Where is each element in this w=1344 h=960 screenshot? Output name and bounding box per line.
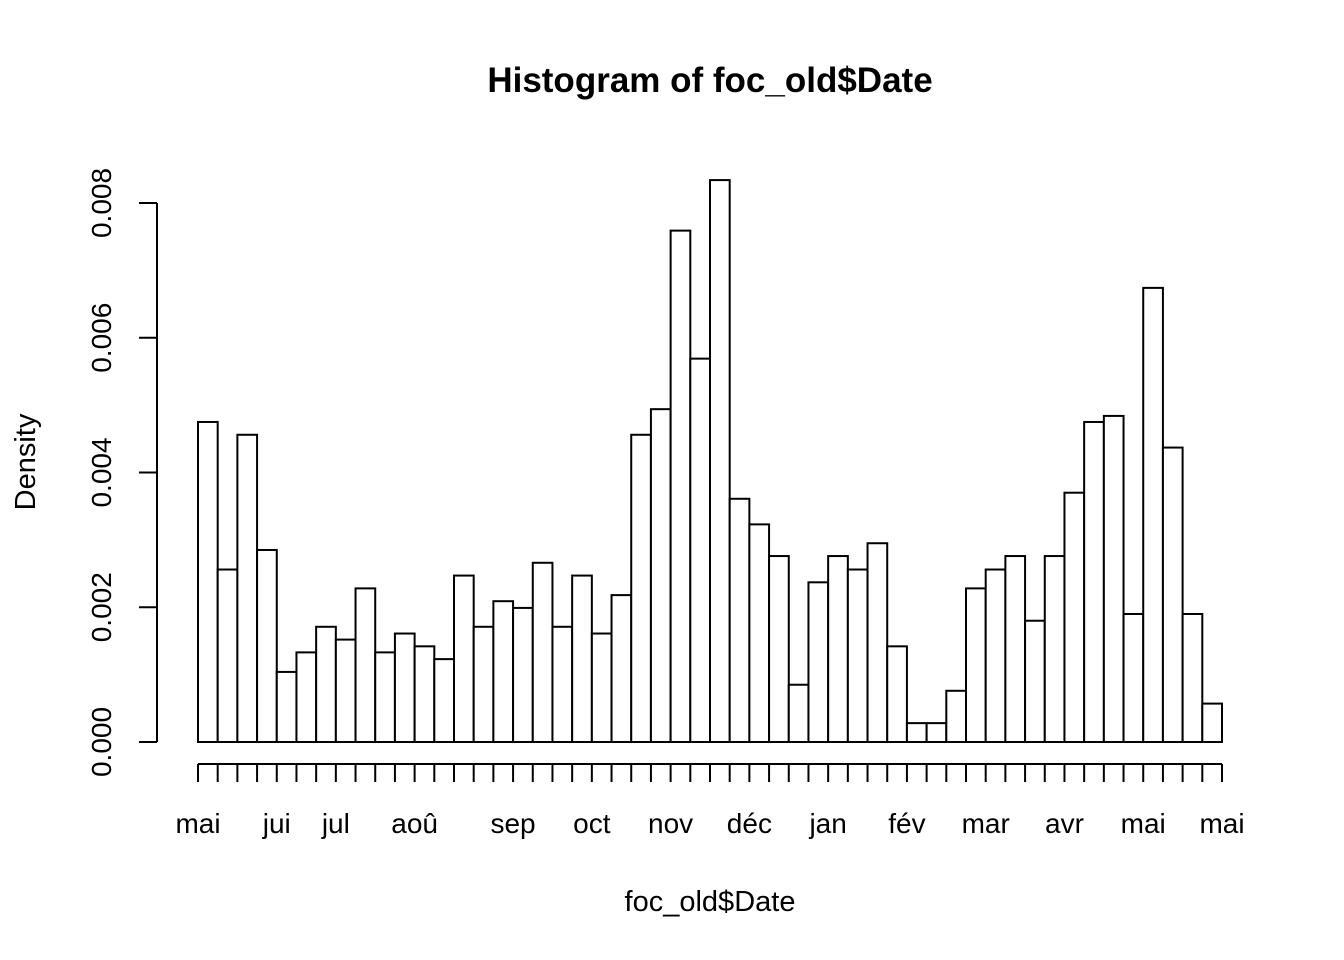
- y-axis-label: Density: [10, 413, 42, 510]
- x-tick-label: mar: [962, 808, 1010, 839]
- histogram-bar-46: [1083, 420, 1105, 743]
- x-tick-label: mai: [1121, 808, 1166, 839]
- histogram-bar-51: [1181, 612, 1204, 743]
- histogram-bar-41: [984, 568, 1007, 744]
- histogram-bar-7: [315, 625, 337, 743]
- histogram-bar-39: [945, 689, 967, 743]
- chart-title: Histogram of foc_old$Date: [487, 61, 932, 100]
- histogram-bar-18: [531, 561, 554, 744]
- y-tick-label: 0.004: [86, 437, 117, 507]
- histogram-bar-10: [374, 651, 396, 744]
- histogram-bar-3: [236, 433, 259, 743]
- histogram-bar-9: [354, 587, 377, 743]
- histogram-bar-29: [748, 523, 771, 743]
- histogram-bar-5: [275, 670, 298, 743]
- y-tick-label: 0.008: [86, 168, 117, 238]
- histogram-bar-38: [925, 722, 948, 744]
- x-tick-label: nov: [648, 808, 693, 839]
- histogram-bar-27: [709, 179, 731, 743]
- histogram-bar-43: [1024, 619, 1046, 743]
- histogram-bar-44: [1043, 555, 1066, 743]
- x-tick-label: oct: [573, 808, 611, 839]
- y-tick-label: 0.006: [86, 303, 117, 373]
- histogram-bar-49: [1142, 286, 1164, 743]
- histogram-bar-6: [295, 651, 318, 744]
- x-tick-label: jan: [808, 808, 846, 839]
- histogram-bar-47: [1102, 414, 1125, 743]
- x-tick-label: jui: [262, 808, 291, 839]
- x-axis-label: foc_old$Date: [625, 886, 796, 918]
- y-axis: 0.000 0.002 0.004 0.006 0.008: [86, 168, 158, 777]
- x-tick-label: mai: [175, 808, 220, 839]
- histogram-bar-36: [886, 645, 908, 744]
- histogram-bar-50: [1161, 446, 1184, 743]
- y-tick-label: 0.002: [86, 572, 117, 642]
- histogram-bar-14: [453, 574, 475, 744]
- histogram-bar-20: [571, 574, 593, 744]
- histogram-bar-25: [669, 229, 692, 743]
- x-tick-label: sep: [490, 808, 535, 839]
- histogram-bar-11: [393, 632, 416, 744]
- x-axis: mai jui jul aoû sep oct nov déc jan fév mar avr mai m…: [175, 763, 1245, 839]
- histogram-bar-23: [630, 433, 652, 743]
- x-tick-label: aoû: [391, 808, 438, 839]
- y-tick-label: 0.000: [86, 707, 117, 777]
- histogram-bar-22: [610, 594, 633, 743]
- x-tick-label: avr: [1045, 808, 1084, 839]
- histogram-bar-8: [334, 638, 357, 744]
- histogram-bar-40: [965, 587, 987, 743]
- histogram-bar-42: [1004, 555, 1027, 743]
- histogram-bar-32: [807, 581, 830, 743]
- histogram-bar-21: [590, 632, 613, 744]
- histogram-bar-16: [492, 600, 515, 743]
- histogram-bar-24: [649, 408, 672, 743]
- histogram-bar-45: [1063, 491, 1086, 743]
- histogram-bar-28: [728, 497, 751, 743]
- histogram-bar-37: [905, 722, 928, 744]
- histogram-bar-12: [413, 645, 436, 744]
- histogram-bar-19: [551, 625, 574, 743]
- histogram-bar-52: [1201, 702, 1224, 743]
- histogram-bar-2: [216, 568, 239, 744]
- x-tick-label: jul: [321, 808, 350, 839]
- histogram-bar-35: [866, 542, 889, 743]
- histogram-bar-31: [787, 683, 810, 743]
- histogram-bar-48: [1122, 612, 1145, 743]
- x-tick-label: déc: [727, 808, 772, 839]
- histogram-bar-33: [827, 555, 849, 743]
- x-tick-label: mai: [1199, 808, 1244, 839]
- histogram-bar-1: [197, 420, 219, 743]
- histogram-bar-34: [846, 568, 869, 744]
- x-tick-label: fév: [888, 808, 925, 839]
- histogram-bar-13: [433, 658, 455, 744]
- histogram-bar-15: [472, 625, 495, 743]
- bars-group: [197, 179, 1224, 744]
- histogram-bar-17: [512, 606, 534, 743]
- histogram-bar-4: [256, 548, 278, 743]
- histogram-bar-26: [689, 357, 711, 743]
- histogram-bar-30: [768, 555, 790, 743]
